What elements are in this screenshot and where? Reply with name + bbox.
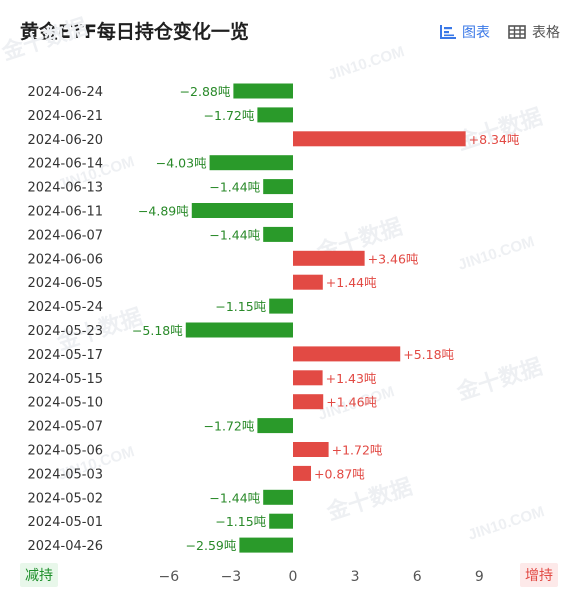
decrease-bar[interactable] [239, 537, 293, 553]
watermark-text: JIN10.COM [456, 233, 537, 274]
date-label: 2024-06-21 [27, 109, 103, 124]
tab-chart-label: 图表 [462, 25, 490, 41]
date-label: 2024-06-06 [27, 252, 103, 267]
value-label: −1.72吨 [204, 419, 255, 434]
date-label: 2024-05-24 [27, 300, 103, 315]
decrease-bar[interactable] [185, 322, 293, 338]
increase-bar[interactable] [293, 274, 323, 290]
decrease-bar[interactable] [209, 155, 293, 171]
decrease-bar[interactable] [257, 418, 293, 434]
tab-chart[interactable]: 图表 [440, 22, 490, 42]
date-label: 2024-05-02 [27, 491, 103, 506]
value-label: −1.44吨 [209, 490, 260, 505]
date-label: 2024-06-14 [27, 157, 103, 172]
date-label: 2024-06-24 [27, 85, 103, 100]
value-label: −2.88吨 [180, 84, 231, 99]
increase-bar[interactable] [293, 465, 312, 481]
value-label: +1.46吨 [326, 395, 377, 410]
watermark-text: JIN10.COM [326, 43, 407, 84]
decrease-bar[interactable] [269, 298, 293, 314]
increase-bar[interactable] [293, 346, 401, 362]
watermark-text: 金十数据 [453, 354, 545, 405]
watermark-text: 金十数据 [453, 104, 545, 155]
watermark-text: 金十数据 [0, 14, 90, 65]
bar-chart-icon [440, 25, 456, 39]
date-label: 2024-05-10 [27, 396, 103, 411]
date-label: 2024-06-11 [27, 205, 103, 220]
value-label: −4.89吨 [138, 204, 189, 219]
value-label: −5.18吨 [132, 323, 183, 338]
bars-layer: 2024-06-24 −2.88吨 2024-06-21 −1.72吨 2024-06-… [27, 83, 520, 554]
increase-bar[interactable] [293, 442, 329, 457]
value-label: +1.43吨 [326, 371, 377, 386]
date-label: 2024-05-06 [27, 444, 103, 459]
watermark-text: JIN10.COM [466, 503, 547, 544]
legend-increase: 增持 [520, 563, 558, 587]
value-label: −1.44吨 [209, 180, 260, 195]
watermark-text: 金十数据 [323, 474, 415, 525]
value-label: +3.46吨 [368, 251, 419, 266]
date-label: 2024-06-20 [27, 133, 103, 148]
decrease-bar[interactable] [263, 489, 293, 505]
value-label: −1.15吨 [215, 299, 266, 314]
decrease-bar[interactable] [263, 226, 293, 242]
value-label: −1.15吨 [215, 514, 266, 529]
increase-bar[interactable] [293, 370, 323, 386]
date-label: 2024-06-05 [27, 276, 103, 291]
date-label: 2024-05-01 [27, 515, 103, 530]
decrease-bar[interactable] [257, 107, 293, 123]
value-label: +1.72吨 [332, 443, 383, 458]
table-icon [508, 25, 526, 39]
decrease-bar[interactable] [263, 179, 293, 195]
decrease-bar[interactable] [269, 513, 293, 529]
x-tick-label: 6 [413, 569, 422, 585]
value-label: +1.44吨 [326, 275, 377, 290]
x-tick-label: 9 [475, 569, 484, 585]
increase-bar[interactable] [293, 394, 324, 410]
tab-table[interactable]: 表格 [508, 22, 560, 42]
date-label: 2024-05-15 [27, 372, 103, 387]
date-label: 2024-06-13 [27, 181, 103, 196]
value-label: −4.03吨 [156, 156, 207, 171]
increase-bar[interactable] [293, 250, 365, 266]
date-label: 2024-06-07 [27, 228, 103, 243]
view-tabs: 图表 表格 [440, 22, 560, 42]
x-tick-label: 3 [351, 569, 360, 585]
value-label: +0.87吨 [314, 466, 365, 481]
date-label: 2024-04-26 [27, 539, 103, 554]
value-label: −1.44吨 [209, 227, 260, 242]
value-label: +8.34吨 [469, 132, 520, 147]
x-tick-label: −3 [221, 569, 242, 585]
date-label: 2024-05-23 [27, 324, 103, 339]
decrease-bar[interactable] [191, 203, 293, 218]
increase-bar[interactable] [293, 131, 466, 147]
x-tick-label: 0 [289, 569, 298, 585]
x-axis: −6 −3 0 3 6 9 [158, 569, 483, 585]
value-label: −1.72吨 [204, 108, 255, 123]
legend-decrease: 减持 [20, 563, 58, 587]
value-label: +5.18吨 [403, 347, 454, 362]
decrease-bar[interactable] [233, 83, 293, 99]
date-label: 2024-05-07 [27, 420, 103, 435]
tab-table-label: 表格 [532, 25, 560, 41]
x-tick-label: −6 [158, 569, 179, 585]
value-label: −2.59吨 [186, 538, 237, 553]
page-title: 黄金ETF每日持仓变化一览 [20, 21, 249, 43]
date-label: 2024-05-17 [27, 348, 103, 363]
date-label: 2024-05-03 [27, 467, 103, 482]
